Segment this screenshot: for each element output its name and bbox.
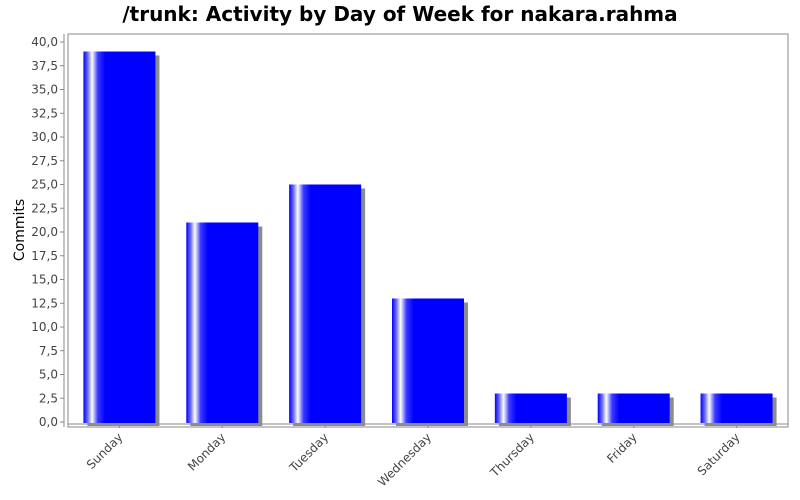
y-tick-label: 40,0	[31, 35, 58, 49]
y-tick-label: 37,5	[31, 59, 58, 73]
x-axis: Sunday Monday Tuesday Wednesday Thursday Frid…	[68, 423, 788, 489]
bars	[83, 51, 777, 426]
y-tick-label: 32,5	[31, 106, 58, 120]
y-axis: 0,0 2,5 5,0 7,5 10,0 12,5 15,0 17,5 20,0 22,5 25,0…	[31, 34, 65, 429]
y-tick-label: 35,0	[31, 83, 58, 97]
x-tick-label: Saturday	[695, 430, 743, 478]
y-axis-title: Commits	[12, 199, 28, 261]
y-tick-label: 2,5	[39, 391, 58, 405]
x-tick-label: Wednesday	[375, 430, 434, 489]
y-tick-label: 15,0	[31, 273, 58, 287]
chart-title: /trunk: Activity by Day of Week for naka…	[122, 2, 678, 26]
x-tick-label: Sunday	[84, 430, 126, 472]
x-tick-label: Tuesday	[286, 430, 331, 475]
bar-wednesday	[392, 298, 464, 423]
bar-tuesday	[289, 184, 362, 423]
y-tick-label: 7,5	[39, 344, 58, 358]
y-tick-label: 10,0	[31, 320, 58, 334]
y-tick-label: 12,5	[31, 296, 58, 310]
y-tick-label: 30,0	[31, 130, 58, 144]
y-tick-label: 17,5	[31, 249, 58, 263]
y-tick-label: 20,0	[31, 225, 58, 239]
bar-thursday	[494, 393, 567, 423]
x-tick-label: Monday	[185, 430, 228, 473]
y-tick-label: 27,5	[31, 154, 58, 168]
x-tick-label: Friday	[604, 430, 640, 466]
bar-sunday	[83, 51, 156, 423]
x-tick-label: Thursday	[487, 430, 537, 480]
y-tick-label: 5,0	[39, 368, 58, 382]
bar-friday	[597, 393, 670, 423]
bar-monday	[186, 222, 259, 423]
y-tick-label: 22,5	[31, 201, 58, 215]
y-tick-label: 25,0	[31, 178, 58, 192]
y-tick-label: 0,0	[39, 415, 58, 429]
bar-saturday	[700, 393, 773, 423]
